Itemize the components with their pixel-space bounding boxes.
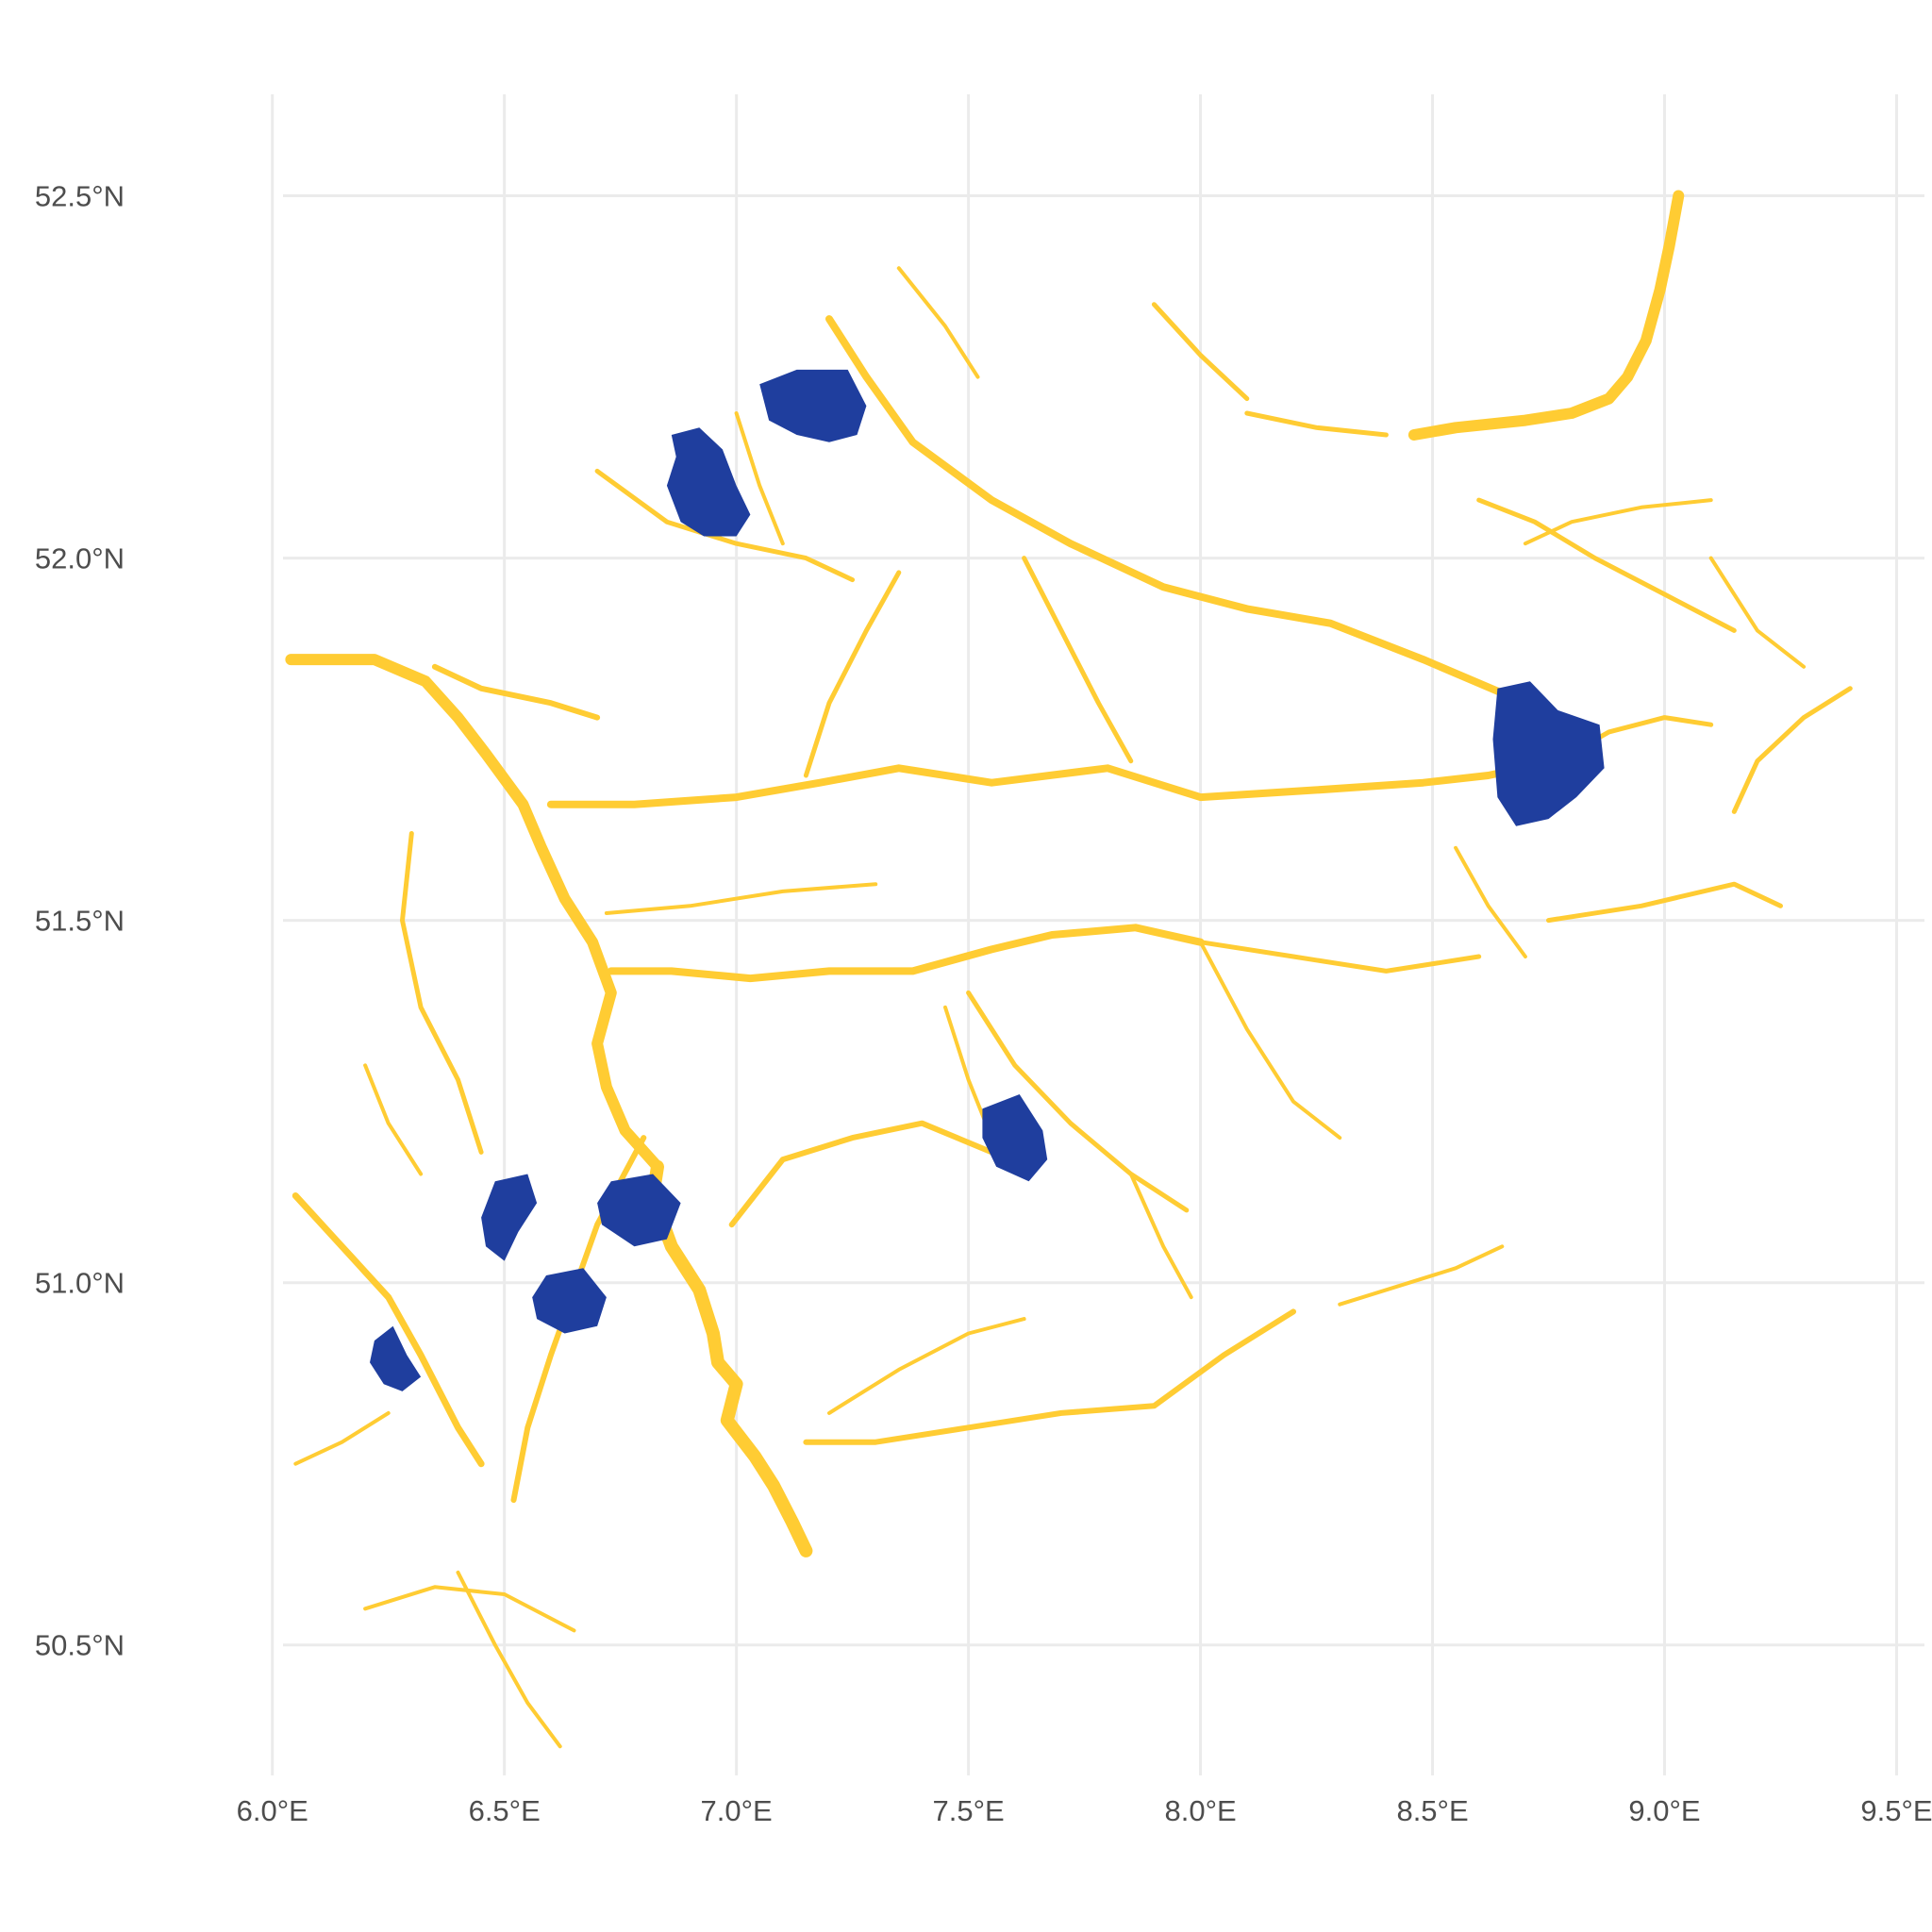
river-inde xyxy=(293,1410,391,1466)
waterbody-lake-sw-4 xyxy=(370,1325,422,1391)
river-diemel xyxy=(1546,881,1783,924)
river-ruhr-upper xyxy=(1198,940,1342,1141)
river-urft xyxy=(456,1570,562,1749)
y-tick-label: 50.5°N xyxy=(35,1629,125,1662)
y-axis-ticks: 52.5°N 52.0°N 51.5°N 51.0°N 50.5°N xyxy=(35,180,125,1662)
waterbody-lake-nw-1 xyxy=(759,369,867,442)
river-dinkel xyxy=(734,411,785,546)
river-ruhr xyxy=(607,924,1205,983)
river-lenne xyxy=(966,990,1190,1213)
river-moehne xyxy=(1198,940,1482,974)
river-werre xyxy=(1476,497,1737,633)
waterbody-lake-sw-2 xyxy=(597,1174,681,1247)
river-niers xyxy=(400,831,484,1155)
waterbody-lake-sw-3 xyxy=(532,1268,607,1334)
river-ahr xyxy=(363,1585,576,1633)
river-alme xyxy=(1454,845,1527,958)
river-stever xyxy=(803,570,902,778)
river-nethe xyxy=(1731,686,1853,814)
river-lippe xyxy=(546,757,1562,808)
waterbody-lake-sw-1 xyxy=(481,1174,538,1261)
river-bigge xyxy=(1128,1172,1193,1300)
x-axis-ticks: 6.0°E 6.5°E 7.0°E 7.5°E 8.0°E 8.5°E 9.0°E 9.5°E xyxy=(237,1794,1932,1827)
waterbody-lake-center xyxy=(982,1094,1048,1182)
river-issel xyxy=(431,663,601,721)
river-wupper xyxy=(728,1120,995,1228)
x-tick-label: 6.5°E xyxy=(469,1794,541,1827)
rivers-layer xyxy=(285,190,1853,1749)
x-tick-label: 6.0°E xyxy=(237,1794,308,1827)
x-tick-label: 8.0°E xyxy=(1164,1794,1236,1827)
river-rhine-north xyxy=(285,654,663,1173)
x-tick-label: 9.0°E xyxy=(1628,1794,1700,1827)
graticule xyxy=(271,94,1924,1775)
river-weser xyxy=(1407,190,1685,441)
waterbodies-layer xyxy=(370,369,1605,1391)
river-agger xyxy=(827,1317,1026,1415)
y-tick-label: 52.5°N xyxy=(35,180,125,213)
x-tick-label: 7.5°E xyxy=(933,1794,1005,1827)
river-else xyxy=(1244,410,1389,438)
river-rhine xyxy=(646,1159,813,1557)
river-vechte xyxy=(896,266,980,379)
x-tick-label: 7.0°E xyxy=(701,1794,773,1827)
x-tick-label: 8.5°E xyxy=(1396,1794,1468,1827)
x-tick-label: 9.5°E xyxy=(1860,1794,1932,1827)
river-ems xyxy=(825,315,1594,751)
waterbody-lake-nw-2 xyxy=(666,427,751,537)
y-tick-label: 51.0°N xyxy=(35,1267,125,1300)
river-emmer xyxy=(1708,556,1807,669)
y-tick-label: 52.0°N xyxy=(35,542,125,575)
waterbody-lake-east xyxy=(1492,681,1605,826)
river-werse xyxy=(1022,556,1134,764)
y-tick-label: 51.5°N xyxy=(35,905,125,938)
river-emscher xyxy=(604,882,878,915)
river-berkel xyxy=(594,468,856,583)
river-rur xyxy=(291,1192,485,1468)
river-eder xyxy=(1338,1244,1505,1307)
river-swalm xyxy=(363,1063,424,1176)
river-sieg xyxy=(803,1308,1296,1445)
river-hase xyxy=(1151,302,1250,402)
river-bega xyxy=(1523,498,1713,546)
